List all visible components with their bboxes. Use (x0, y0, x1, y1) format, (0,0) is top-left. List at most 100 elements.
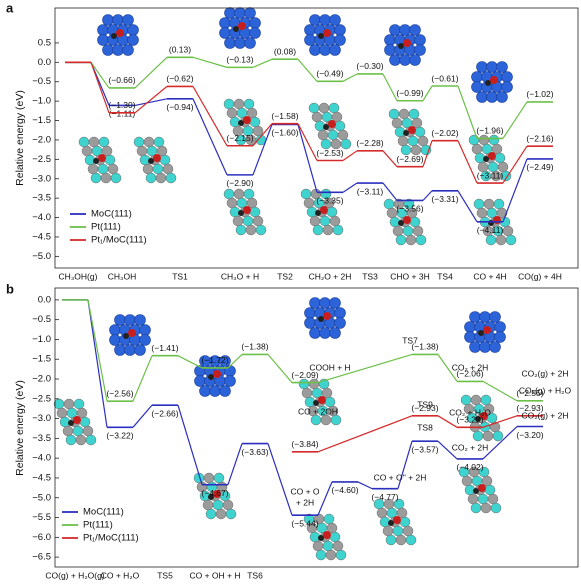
connector (317, 481, 333, 516)
atom (219, 355, 231, 367)
adsorbate (243, 116, 251, 124)
value-label: (−2.15) (226, 133, 253, 143)
value-label: (−0.94) (166, 102, 193, 112)
y-axis-title: Relative energy (eV) (14, 380, 26, 476)
connector (177, 355, 203, 369)
adsorbate (233, 26, 239, 32)
y-tick-label: −3.0 (32, 173, 51, 184)
connector (192, 98, 228, 176)
adsorbate (388, 520, 394, 526)
value-label: (−2.66) (151, 408, 178, 418)
value-label: (−2.53) (316, 148, 343, 158)
adsorbate (93, 158, 99, 164)
annotation: CO₂(g) + 2H (522, 410, 569, 420)
adsorbate (483, 326, 491, 334)
connector (297, 123, 318, 161)
atom (319, 327, 331, 339)
connector (134, 98, 168, 106)
x-tick-label: TS1 (172, 271, 188, 281)
connector (342, 150, 358, 162)
connector (90, 62, 110, 113)
atom (340, 138, 352, 150)
atom (165, 172, 177, 184)
y-tick-label: −3.0 (32, 413, 51, 424)
atom (136, 145, 148, 157)
atom (102, 14, 114, 26)
atom (159, 154, 171, 166)
atom (301, 387, 313, 399)
atom (82, 425, 94, 437)
adsorbate (323, 29, 331, 37)
atom (468, 134, 480, 146)
y-tick-label: −1.5 (32, 115, 51, 126)
atom (391, 117, 403, 129)
value-label: (−1.72) (201, 355, 228, 365)
atom (334, 307, 346, 319)
connector (437, 440, 458, 460)
atom (470, 502, 482, 514)
atom (225, 508, 237, 520)
atom (395, 534, 407, 546)
x-tick-label: TS3 (362, 271, 378, 281)
connector (317, 415, 413, 453)
x-tick-label: CO(g) + H₂O(g) (45, 570, 104, 580)
atom (114, 314, 126, 326)
atom (398, 108, 410, 120)
atom (124, 314, 136, 326)
atom (327, 129, 339, 141)
atom (471, 81, 483, 93)
adsorbate (243, 206, 251, 214)
atom (97, 34, 109, 46)
atom (205, 508, 217, 520)
atom (104, 154, 116, 166)
value-label: (−2.56) (106, 388, 133, 398)
connector (422, 85, 433, 102)
atom (85, 434, 97, 446)
adsorbate (318, 316, 324, 322)
value-label: (0.13) (169, 45, 191, 55)
value-label: (−0.49) (316, 69, 343, 79)
atom (320, 414, 332, 426)
x-tick-label: CH₃O + H (221, 271, 259, 281)
atom (224, 375, 236, 387)
y-tick-label: −0.5 (32, 76, 51, 87)
value-label: (−2.49) (526, 162, 553, 172)
atom (486, 61, 498, 73)
value-label: (−0.61) (431, 73, 458, 83)
value-label: (−1.38) (411, 342, 438, 352)
connector (422, 190, 433, 201)
atom (219, 17, 231, 29)
atom (496, 61, 508, 73)
connector (134, 85, 168, 114)
atom (505, 234, 517, 246)
atom (194, 375, 206, 387)
annotation: CO₂(g) + H₂O (519, 385, 572, 395)
value-label: (−0.13) (226, 55, 253, 65)
x-tick-label: TS6 (247, 570, 263, 580)
atom (139, 324, 151, 336)
atom (97, 24, 109, 36)
atom (477, 493, 489, 505)
atom (395, 234, 407, 246)
x-tick-label: CO + H₂O (101, 570, 140, 580)
adsorbate (488, 152, 496, 160)
atom (329, 531, 341, 543)
value-label: (−1.96) (476, 126, 503, 136)
atom (304, 307, 316, 319)
value-label: (−2.69) (396, 154, 423, 164)
y-tick-label: −2.0 (32, 374, 51, 385)
atom (153, 136, 165, 148)
adsorbate (323, 124, 329, 130)
atom (467, 493, 479, 505)
atom (252, 215, 264, 227)
atom (243, 98, 255, 110)
atom (397, 135, 409, 147)
atom (495, 234, 507, 246)
atom (486, 91, 498, 103)
annotation: TS9 (417, 399, 433, 409)
y-tick-label: 0.0 (38, 57, 51, 68)
connector (502, 158, 528, 223)
atom (337, 129, 349, 141)
atom (81, 145, 93, 157)
atom (330, 414, 342, 426)
